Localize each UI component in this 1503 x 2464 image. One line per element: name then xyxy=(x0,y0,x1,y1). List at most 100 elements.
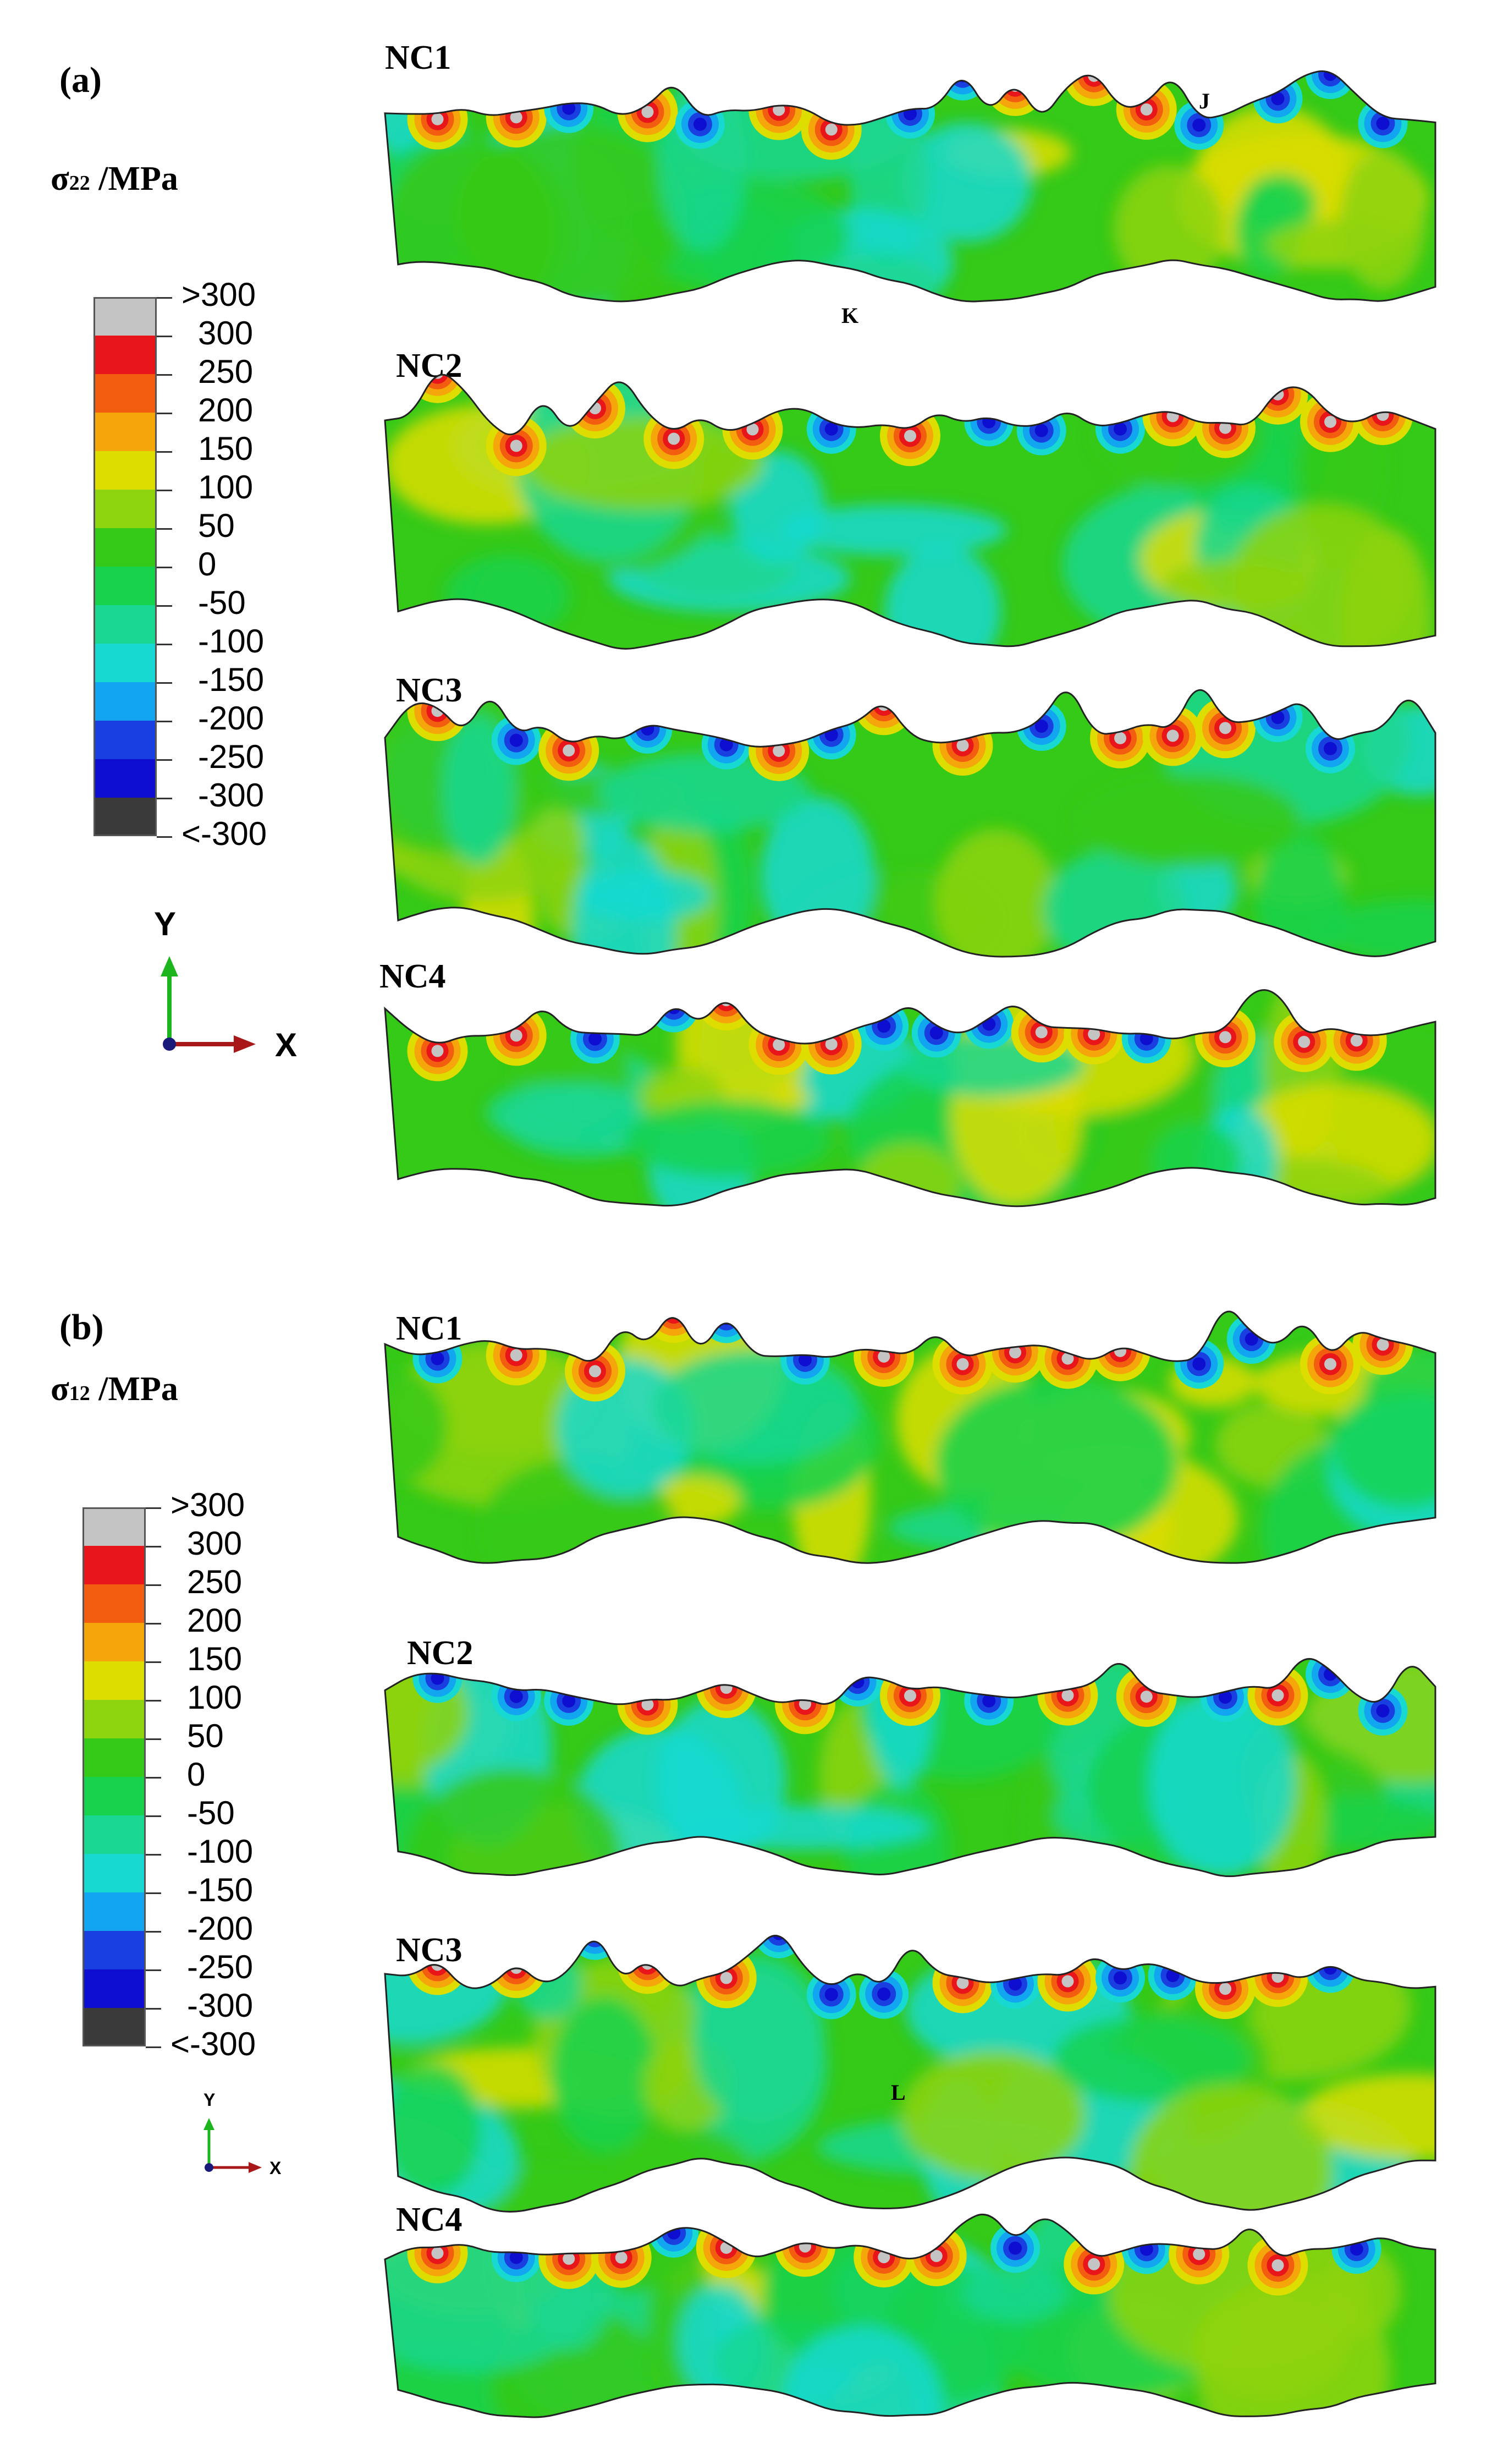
compression-hotspot xyxy=(431,1352,444,1365)
legend-level-label: 150 xyxy=(187,1640,243,1677)
field-region xyxy=(1162,559,1312,612)
field-region xyxy=(857,1143,961,1206)
x-axis-label: X xyxy=(275,1027,297,1062)
tension-hotspot xyxy=(1061,1689,1074,1702)
compression-hotspot xyxy=(583,1935,607,1947)
field-region xyxy=(1243,173,1317,235)
legend-level-label: -150 xyxy=(198,661,265,698)
field-region xyxy=(782,2326,942,2418)
legend-tick xyxy=(146,1969,161,1971)
legend-level-label: 50 xyxy=(187,1717,224,1754)
compression-hotspot xyxy=(655,990,693,1027)
tension-hotspot xyxy=(825,123,838,136)
tension-hotspot xyxy=(720,1972,733,1984)
legend-level-label: >300 xyxy=(181,276,256,313)
legend-tick xyxy=(157,721,172,722)
legend-swatch xyxy=(93,451,157,490)
tension-hotspot xyxy=(904,430,916,442)
tension-hotspot xyxy=(421,375,454,389)
axis-triad: Y X xyxy=(148,897,324,1063)
tension-hotspot xyxy=(1219,1983,1231,1995)
y-axis-arrowhead xyxy=(203,2118,214,2130)
point-marker-k: K xyxy=(841,303,859,328)
legend-level-label: <-300 xyxy=(170,2026,256,2062)
field-region xyxy=(808,252,942,301)
tension-hotspot xyxy=(878,1350,890,1363)
field-region xyxy=(385,2064,482,2196)
panel-label: (b) xyxy=(59,1307,104,1347)
legend-swatch xyxy=(82,1931,146,1969)
field-region xyxy=(1267,219,1405,270)
legend-level-label: -100 xyxy=(198,623,265,660)
legend-swatch xyxy=(93,605,157,644)
x-axis-arrowhead xyxy=(234,1035,256,1053)
tension-hotspot xyxy=(873,694,895,716)
legend-swatch xyxy=(93,528,157,567)
legend-tick xyxy=(146,1854,161,1856)
tension-hotspot xyxy=(825,1038,838,1051)
field-region xyxy=(503,1084,664,1158)
compression-hotspot xyxy=(509,733,523,747)
field-region xyxy=(1114,165,1225,292)
field-region xyxy=(1149,1688,1295,1876)
strip-outline xyxy=(384,374,1436,650)
point-marker-l: L xyxy=(891,2080,906,2105)
compression-hotspot xyxy=(824,1988,838,2001)
legend-swatch xyxy=(93,413,157,451)
compression-hotspot xyxy=(1271,711,1285,725)
tension-hotspot xyxy=(1219,1031,1231,1044)
field-region xyxy=(404,1767,623,1876)
compression-hotspot xyxy=(1009,2241,1022,2255)
legend-tick xyxy=(157,336,172,337)
strip-outline xyxy=(384,689,1436,958)
strip-label: NC1 xyxy=(385,39,452,76)
quantity-unit: /MPa xyxy=(90,160,178,197)
legend-tick xyxy=(157,451,172,453)
quantity-symbol: σ xyxy=(51,160,69,197)
legend-tick xyxy=(146,1738,161,1740)
legend-swatch xyxy=(93,721,157,759)
compression-hotspot xyxy=(641,722,654,736)
panel-label: (a) xyxy=(59,60,102,100)
legend-level-label: -150 xyxy=(187,1872,254,1908)
tension-hotspot xyxy=(1088,2258,1100,2270)
contour-strip xyxy=(379,1276,1446,1598)
legend-tick xyxy=(157,413,172,414)
legend-level-label: -250 xyxy=(198,738,265,775)
tension-hotspot xyxy=(1114,732,1126,744)
legend-level-label: -50 xyxy=(198,584,246,621)
tension-hotspot xyxy=(431,2247,444,2259)
legend-tick xyxy=(157,567,172,568)
legend-tick xyxy=(157,759,172,761)
legend-tick xyxy=(157,490,172,491)
field-region xyxy=(779,504,1007,556)
tension-hotspot xyxy=(1219,722,1231,734)
tension-hotspot xyxy=(1140,1691,1153,1703)
legend-tick xyxy=(157,297,172,299)
contour-strip xyxy=(379,2189,1446,2445)
legend-swatch xyxy=(82,1623,146,1661)
strip-label: NC4 xyxy=(396,2201,463,2238)
tension-hotspot xyxy=(1061,1352,1074,1365)
contour-field xyxy=(385,1311,1435,1563)
field-region xyxy=(385,139,555,301)
tension-hotspot xyxy=(641,106,654,118)
legend-swatch xyxy=(82,1738,146,1777)
compression-hotspot xyxy=(1376,1704,1390,1717)
panel-b: (b) σ12 /MPa >300 300 250 200 150 100 50 0 -50 -1… xyxy=(0,1232,1503,2464)
legend-tick xyxy=(157,374,172,376)
tension-hotspot xyxy=(615,2251,627,2264)
tension-hotspot xyxy=(510,111,522,124)
strip-outline xyxy=(384,1935,1436,2213)
legend-tick xyxy=(146,1931,161,1933)
legend-frame xyxy=(93,297,157,836)
field-region xyxy=(1339,150,1427,290)
legend-swatch xyxy=(82,1969,146,2008)
legend-swatch xyxy=(93,567,157,605)
tension-hotspot xyxy=(563,744,575,757)
legend-swatch xyxy=(82,1700,146,1738)
point-marker-j: J xyxy=(1199,89,1210,113)
tension-hotspot xyxy=(773,103,785,116)
legend-level-label: 200 xyxy=(187,1602,243,1639)
compression-hotspot xyxy=(509,2251,523,2264)
